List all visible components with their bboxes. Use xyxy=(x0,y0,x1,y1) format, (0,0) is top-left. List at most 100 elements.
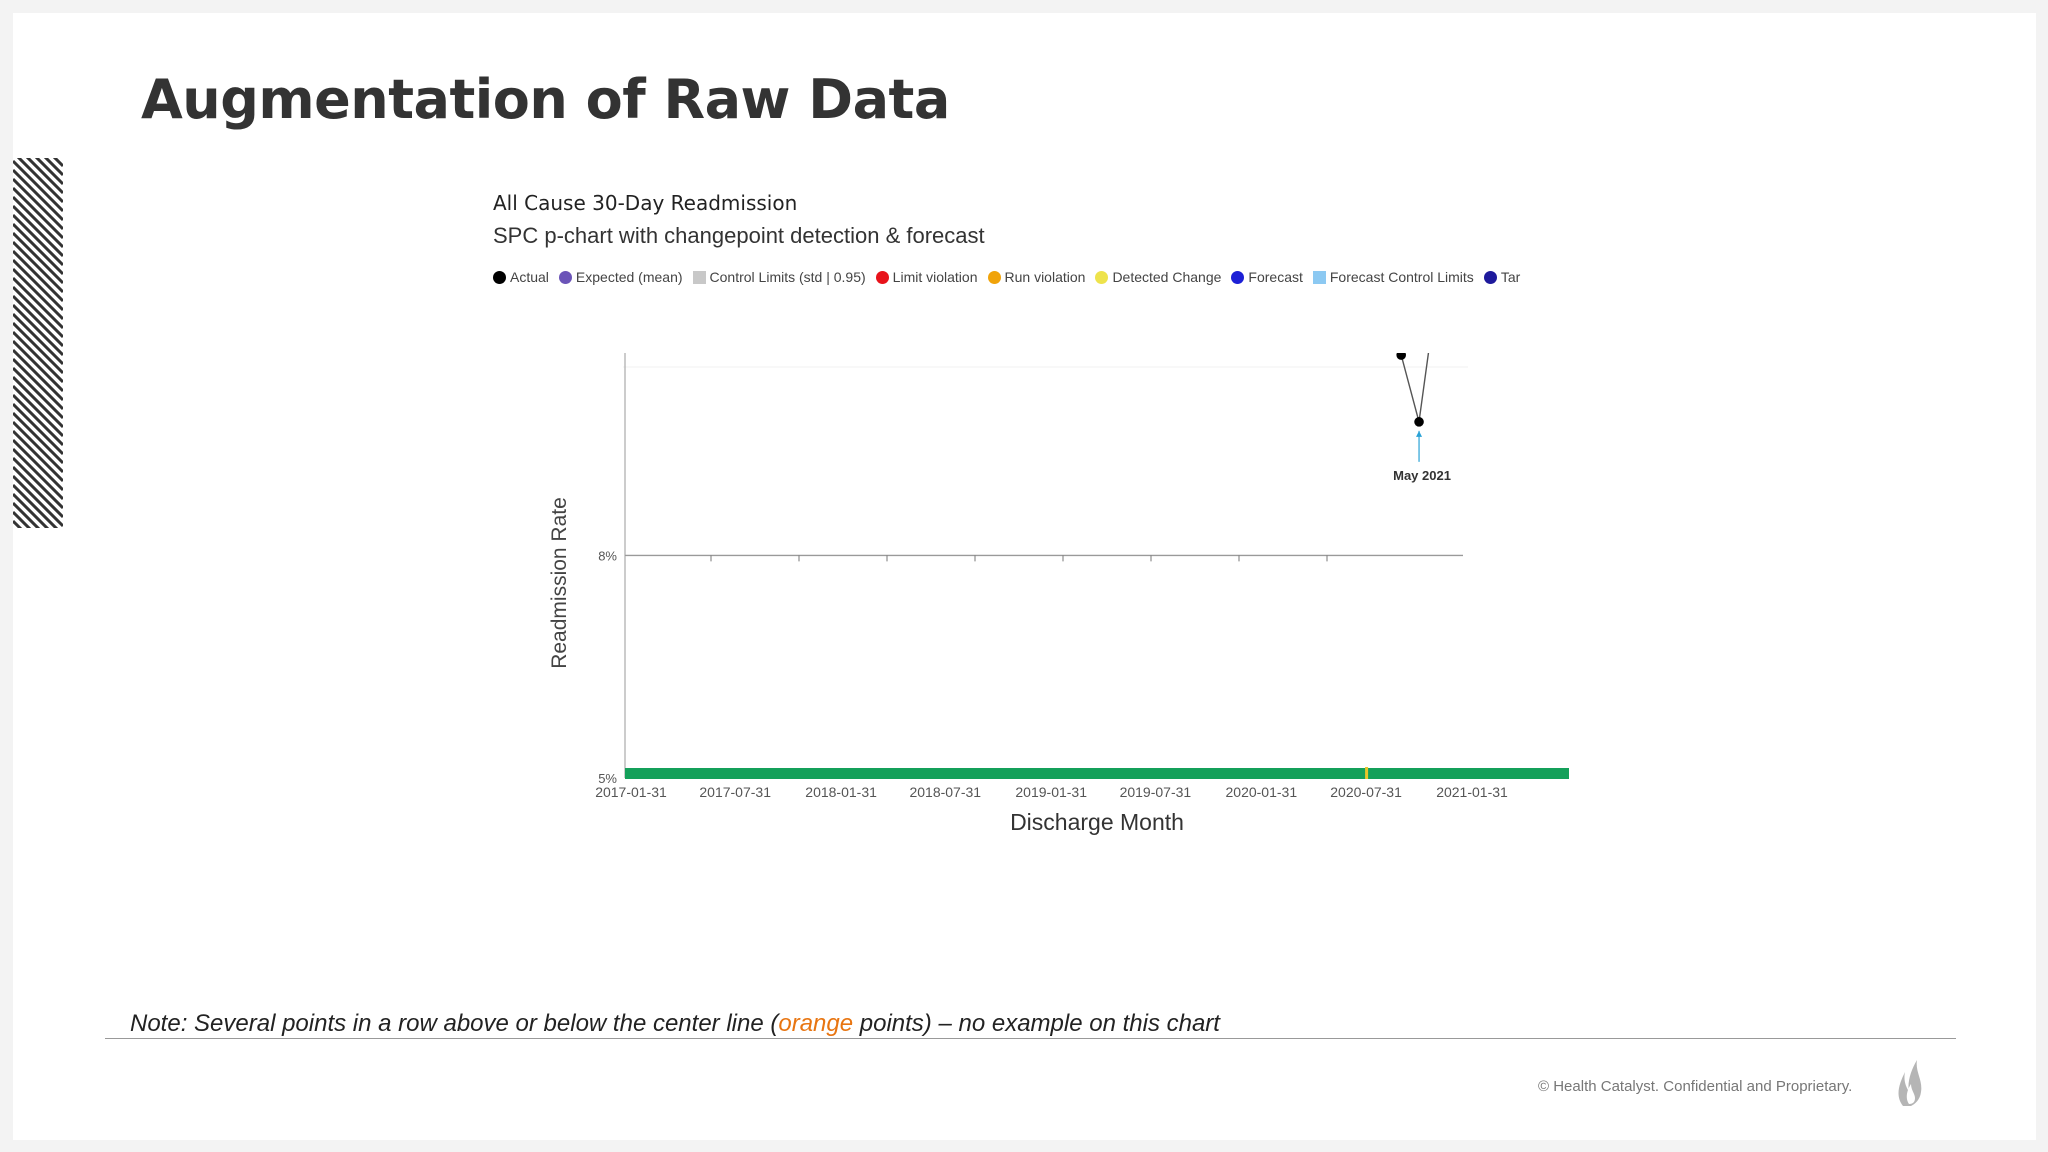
y-tick-label: 8% xyxy=(598,548,617,563)
stripe-line xyxy=(43,158,63,177)
data-point[interactable] xyxy=(1396,353,1406,360)
stripe-line xyxy=(13,510,32,528)
series-line-actual xyxy=(1399,353,1430,422)
stripe-line xyxy=(13,384,63,438)
stripe-line xyxy=(13,195,63,249)
stripe-line xyxy=(13,267,63,321)
legend-label: Limit violation xyxy=(892,269,978,286)
stripe-line xyxy=(13,186,63,240)
legend-item[interactable]: Detected Change xyxy=(1095,269,1221,285)
legend-label: Control Limits (std | 0.95) xyxy=(709,269,866,286)
legend-item[interactable]: Actual xyxy=(493,269,549,285)
x-tick-label: 2018-07-31 xyxy=(909,784,981,800)
stripe-line xyxy=(13,366,63,420)
legend-swatch xyxy=(875,271,889,285)
legend-label: Tar xyxy=(1500,269,1521,286)
note-prefix: Note: Several points in a row above or b… xyxy=(130,1010,779,1037)
stripe-line xyxy=(13,456,63,510)
stripe-line xyxy=(13,438,63,492)
stripe-line xyxy=(25,158,63,195)
legend-swatch xyxy=(1312,271,1326,285)
chart-plot: 5%8%11%14%17%20%Readmission Rate2017-01-… xyxy=(548,353,1569,835)
stripe-line xyxy=(13,474,63,528)
stripe-line xyxy=(13,204,63,258)
chart-legend: Actual Expected (mean) Control Limits (std… xyxy=(493,268,1573,292)
annotation-arrowhead xyxy=(1416,430,1423,437)
stripe-line xyxy=(13,465,63,519)
stripe-line xyxy=(13,330,63,384)
stripe-line xyxy=(16,158,63,204)
y-tick-label: 5% xyxy=(598,771,617,786)
stripe-line xyxy=(13,249,63,303)
x-tick-label: 2018-01-31 xyxy=(805,784,877,800)
legend-label: Run violation xyxy=(1004,269,1086,286)
legend-swatch xyxy=(1231,271,1245,285)
data-point[interactable] xyxy=(1414,417,1424,427)
x-tick-label: 2019-07-31 xyxy=(1120,784,1192,800)
stripe-line xyxy=(13,492,50,528)
stripe-line xyxy=(13,312,63,366)
slide: Augmentation of Raw Data All Cause 30-Da… xyxy=(13,13,2036,1140)
stripe-line xyxy=(13,276,63,330)
stripe-line xyxy=(13,168,63,222)
stripe-line xyxy=(13,240,63,294)
annotation-label: May 2021 xyxy=(1393,468,1451,483)
note-suffix: points) – no example on this chart xyxy=(853,1010,1220,1037)
stripe-line xyxy=(13,177,63,231)
legend-swatch xyxy=(558,271,572,285)
note-highlight: orange xyxy=(778,1010,854,1037)
legend-label: Actual xyxy=(510,269,549,286)
stripe-line xyxy=(13,321,63,375)
legend-swatch xyxy=(1095,271,1109,285)
stripe-line xyxy=(13,501,41,528)
x-axis-title: Discharge Month xyxy=(1010,809,1184,835)
slide-title: Augmentation of Raw Data xyxy=(141,68,950,131)
legend-item[interactable]: Run violation xyxy=(987,269,1086,286)
stripe-line xyxy=(13,213,63,267)
legend-item[interactable]: Forecast Control Limits xyxy=(1312,269,1474,286)
x-tick-label: 2019-01-31 xyxy=(1015,784,1087,800)
stripe-line xyxy=(13,375,63,429)
stripe-line xyxy=(13,222,63,276)
changepoint-bar xyxy=(625,768,1569,779)
stripe-line xyxy=(13,357,63,411)
stripe-line xyxy=(13,159,63,213)
divider xyxy=(105,1038,1956,1039)
stripes-decoration xyxy=(13,158,63,528)
stripe-line xyxy=(13,429,63,483)
chart-title: All Cause 30-Day Readmission xyxy=(493,191,798,215)
x-tick-label: 2020-01-31 xyxy=(1226,784,1298,800)
y-axis-title: Readmission Rate xyxy=(548,497,571,669)
legend-item[interactable]: Control Limits (std | 0.95) xyxy=(692,269,866,286)
stripe-line xyxy=(13,258,63,312)
legend-label: Forecast Control Limits xyxy=(1329,269,1474,286)
x-tick-label: 2017-01-31 xyxy=(595,784,667,800)
note-text: Note: Several points in a row above or b… xyxy=(130,1010,1220,1038)
legend-label: Detected Change xyxy=(1112,269,1222,286)
x-tick-label: 2021-01-31 xyxy=(1436,784,1508,800)
legend-item[interactable]: Limit violation xyxy=(875,269,978,286)
chart-subtitle: SPC p-chart with changepoint detection &… xyxy=(493,223,985,248)
legend-swatch xyxy=(987,271,1001,285)
stripe-line xyxy=(13,420,63,474)
stripe-line xyxy=(13,402,63,456)
x-tick-label: 2020-07-31 xyxy=(1330,784,1402,800)
stripe-line xyxy=(13,483,59,528)
legend-item[interactable]: Tar xyxy=(1483,269,1521,286)
stripe-line xyxy=(13,231,63,285)
stripe-line xyxy=(13,393,63,447)
stripe-line xyxy=(13,294,63,348)
legend-swatch xyxy=(493,271,506,285)
changepoint-marker xyxy=(1365,767,1369,779)
x-tick-label: 2017-07-31 xyxy=(699,784,771,800)
stripe-line xyxy=(13,411,63,465)
stripe-line xyxy=(13,348,63,402)
footer-copyright: © Health Catalyst. Confidential and Prop… xyxy=(1538,1078,1853,1095)
legend-item[interactable]: Forecast xyxy=(1231,269,1303,286)
stripe-line xyxy=(13,303,63,357)
stripe-line xyxy=(13,339,63,393)
flame-logo-icon xyxy=(1898,1060,1922,1106)
legend-label: Expected (mean) xyxy=(575,269,683,286)
legend-item[interactable]: Expected (mean) xyxy=(558,269,683,286)
legend-label: Forecast xyxy=(1248,269,1303,286)
